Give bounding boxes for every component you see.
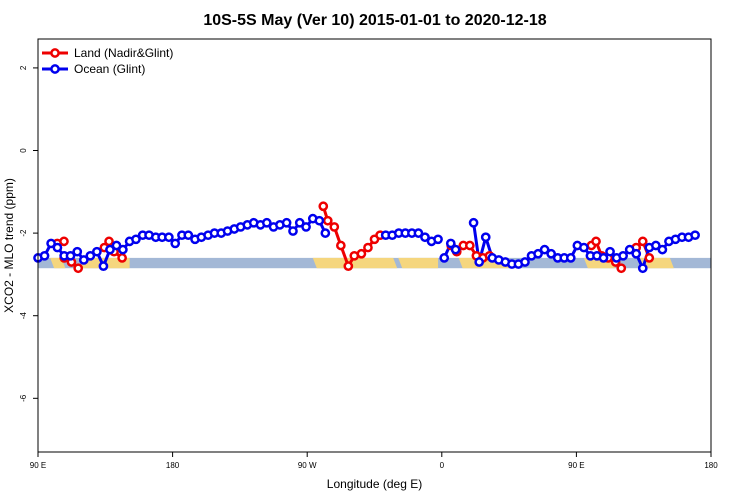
- ocean-data-point: [261, 217, 272, 228]
- ocean-data-point: [637, 263, 648, 274]
- ocean-data-point: [605, 246, 615, 257]
- plot-frame: [37, 38, 712, 453]
- land-data-point: [591, 236, 601, 247]
- land-data-point: [616, 263, 627, 274]
- ocean-data-point: [533, 248, 543, 259]
- ocean-data-point: [439, 253, 450, 263]
- y-tick-label: -2: [19, 229, 28, 237]
- ocean-data-point: [320, 228, 331, 238]
- legend: Land (Nadir&Glint) Ocean (Glint): [42, 46, 173, 76]
- y-axis-ticks: 2 0 -2 -4 -6: [19, 65, 38, 402]
- x-tick-label: 90 W: [298, 461, 317, 470]
- x-tick-label: 90 E: [568, 461, 584, 470]
- ocean-data-point: [46, 238, 56, 249]
- land-data-point: [363, 242, 373, 253]
- land-data-point: [336, 240, 346, 251]
- ocean-data-point: [690, 230, 700, 241]
- legend-ocean-label: Ocean (Glint): [74, 62, 145, 76]
- y-tick-label: 0: [19, 148, 28, 153]
- ocean-data-point: [131, 234, 141, 245]
- ocean-data-point: [170, 238, 181, 249]
- land-data-point: [104, 236, 114, 247]
- land-band-segment: [312, 257, 398, 269]
- ocean-data-point: [413, 228, 424, 238]
- land-data-point: [464, 240, 475, 251]
- x-axis-ticks: 90 E 180 90 W 0 90 E 180: [30, 452, 718, 470]
- legend-ocean-marker: [50, 64, 60, 74]
- ocean-data-point: [164, 232, 174, 243]
- ocean-data-point: [301, 222, 311, 232]
- ocean-data-point: [314, 215, 325, 226]
- ocean-data-point: [105, 244, 115, 255]
- ocean-data-point: [565, 253, 576, 263]
- ocean-data-point: [480, 232, 491, 243]
- ocean-data-point: [631, 248, 642, 259]
- ocean-data-point: [657, 244, 668, 255]
- x-tick-label: 180: [704, 461, 718, 470]
- ocean-data-point: [420, 232, 430, 243]
- ocean-data-point: [445, 238, 456, 249]
- ocean-data-point: [433, 234, 443, 245]
- ocean-data-point: [78, 255, 89, 265]
- y-axis-label: XCO2 - MLO trend (ppm): [2, 178, 16, 313]
- ocean-data-point: [618, 250, 628, 261]
- land-data-point: [637, 236, 648, 247]
- ocean-data-point: [72, 246, 83, 257]
- legend-land-label: Land (Nadir&Glint): [74, 46, 173, 60]
- y-tick-label: 2: [19, 65, 28, 70]
- ocean-data-point: [474, 257, 485, 267]
- ocean-data-point: [65, 250, 76, 261]
- ocean-data-point: [579, 242, 589, 253]
- series-points: [33, 201, 700, 274]
- land-data-point: [318, 201, 329, 212]
- land-band-segment: [398, 257, 439, 269]
- x-tick-label: 0: [440, 461, 445, 470]
- ocean-series-line: [472, 222, 494, 264]
- ocean-data-point: [118, 244, 128, 255]
- ocean-data-point: [520, 257, 530, 267]
- land-data-point: [73, 263, 84, 274]
- x-tick-label: 180: [166, 461, 180, 470]
- ocean-data-point: [539, 244, 550, 255]
- ocean-data-point: [39, 250, 50, 261]
- land-data-point: [356, 248, 367, 259]
- ocean-data-point: [92, 246, 102, 257]
- ocean-data-point: [281, 217, 292, 228]
- land-data-point: [329, 222, 340, 232]
- ocean-data-point: [468, 217, 479, 228]
- y-tick-label: -4: [19, 312, 28, 320]
- land-data-point: [644, 253, 655, 263]
- ocean-data-point: [52, 242, 63, 253]
- x-axis-label: Longitude (deg E): [327, 477, 422, 491]
- legend-land-marker: [50, 48, 60, 58]
- land-data-point: [322, 215, 333, 226]
- ocean-data-point: [624, 244, 635, 255]
- land-data-point: [117, 253, 127, 263]
- ocean-data-point: [450, 244, 461, 255]
- chart-title: 10S-5S May (Ver 10) 2015-01-01 to 2020-1…: [203, 12, 546, 29]
- ocean-data-point: [651, 240, 661, 251]
- ocean-data-point: [85, 250, 96, 261]
- ocean-data-point: [183, 230, 194, 241]
- ocean-data-point: [598, 253, 609, 263]
- land-data-point: [59, 236, 69, 247]
- land-data-point: [343, 261, 354, 271]
- ocean-data-point: [294, 217, 305, 228]
- ocean-data-point: [111, 240, 122, 251]
- y-tick-label: -6: [19, 394, 28, 402]
- ocean-data-point: [546, 248, 557, 259]
- ocean-data-point: [288, 226, 298, 236]
- ocean-data-point: [98, 261, 109, 271]
- x-tick-label: 90 E: [30, 461, 46, 470]
